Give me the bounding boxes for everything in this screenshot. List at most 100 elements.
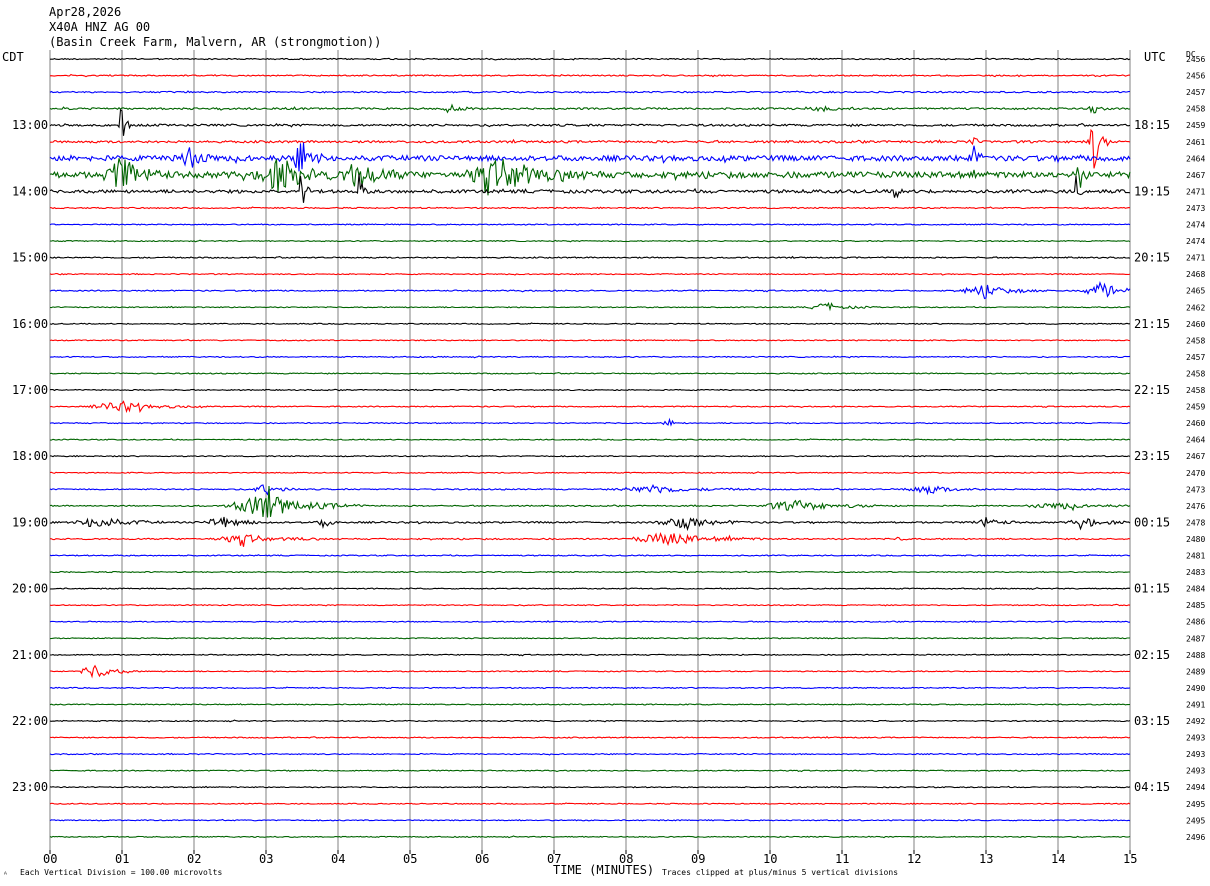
x-tick-label-09: 09: [691, 852, 705, 866]
dc-offset-40: 2491: [1186, 700, 1205, 709]
cdt-label-1600: 16:00: [12, 317, 48, 331]
header-date: Apr28,2026: [49, 5, 121, 19]
dc-offset-32: 2483: [1186, 568, 1205, 577]
x-tick-label-13: 13: [979, 852, 993, 866]
trace-17: [49, 322, 1130, 326]
dc-offset-38: 2489: [1186, 667, 1205, 676]
dc-offset-29: 2478: [1186, 518, 1205, 527]
dc-offset-45: 2494: [1186, 783, 1205, 792]
dc-offset-24: 2464: [1186, 436, 1205, 445]
trace-25: [49, 454, 1131, 458]
dc-offset-13: 2471: [1186, 254, 1205, 263]
x-tick-label-04: 04: [331, 852, 345, 866]
trace-24: [50, 438, 1131, 441]
header-station: X40A HNZ AG 00: [49, 20, 150, 34]
dc-offset-9: 2471: [1186, 187, 1205, 196]
dc-offset-34: 2485: [1186, 601, 1205, 610]
utc-label-2315: 23:15: [1134, 449, 1170, 463]
trace-20: [49, 371, 1131, 375]
dc-offset-47: 2495: [1186, 816, 1205, 825]
trace-22: [49, 400, 1131, 414]
cdt-label-1800: 18:00: [12, 449, 48, 463]
trace-10: [49, 206, 1131, 210]
dc-offset-1: 2456: [1186, 55, 1205, 64]
dc-offset-21: 2458: [1186, 386, 1205, 395]
trace-14: [49, 272, 1131, 276]
x-tick-label-00: 00: [43, 852, 57, 866]
dc-offset-23: 2460: [1186, 419, 1205, 428]
trace-35: [49, 620, 1130, 623]
dc-offset-labels: 2456 2456 2457 2458 2459 2461 2464 2467 2471 2473…: [1186, 55, 1205, 842]
trace-32: [49, 570, 1130, 574]
x-tick-label-02: 02: [187, 852, 201, 866]
trace-15: [49, 281, 1131, 300]
trace-23: [49, 417, 1131, 427]
dc-offset-25: 2467: [1186, 452, 1205, 461]
cdt-label-2300: 23:00: [12, 780, 48, 794]
dc-header: DC: [1186, 50, 1196, 59]
trace-29: [49, 516, 1131, 532]
trace-9: [49, 173, 1131, 203]
trace-6: [50, 128, 1131, 169]
x-tick-label-15: 15: [1123, 852, 1137, 866]
dc-offset-43: 2493: [1186, 750, 1205, 759]
trace-33: [49, 587, 1131, 591]
x-axis-title: TIME (MINUTES): [553, 863, 654, 877]
trace-43: [49, 752, 1131, 756]
trace-19: [49, 355, 1131, 359]
dc-offset-27: 2473: [1186, 485, 1205, 494]
x-tick-label-14: 14: [1051, 852, 1065, 866]
dc-offset-10: 2473: [1186, 204, 1205, 213]
x-tick-label-01: 01: [115, 852, 129, 866]
dc-offset-39: 2490: [1186, 684, 1205, 693]
cdt-label-1400: 14:00: [12, 184, 48, 198]
cdt-label-1300: 13:00: [12, 118, 48, 132]
trace-31: [49, 554, 1130, 557]
cdt-label-1900: 19:00: [12, 515, 48, 529]
cdt-time-labels: 13:00 14:00 15:00 16:00 17:00 18:00 19:00 20:00…: [12, 118, 48, 794]
trace-48: [49, 835, 1131, 839]
x-tick-label-06: 06: [475, 852, 489, 866]
cdt-label-2100: 21:00: [12, 648, 48, 662]
x-tick-label-10: 10: [763, 852, 777, 866]
dc-offset-46: 2495: [1186, 800, 1205, 809]
left-timezone-label: CDT: [2, 50, 24, 64]
trace-2: [49, 73, 1131, 78]
trace-4: [49, 103, 1131, 114]
trace-46: [49, 802, 1131, 805]
minute-gridlines: [49, 50, 1131, 850]
utc-label-0315: 03:15: [1134, 714, 1170, 728]
utc-label-1915: 19:15: [1134, 184, 1170, 198]
dc-offset-41: 2492: [1186, 717, 1205, 726]
dc-offset-8: 2467: [1186, 171, 1205, 180]
dc-offset-44: 2493: [1186, 767, 1205, 776]
trace-5: [49, 109, 1131, 136]
trace-28: [49, 485, 1131, 518]
cdt-label-2200: 22:00: [12, 714, 48, 728]
trace-16: [49, 301, 1131, 312]
dc-offset-33: 2484: [1186, 585, 1205, 594]
right-timezone-label: UTC: [1144, 50, 1166, 64]
dc-offset-15: 2465: [1186, 287, 1205, 296]
trace-12: [49, 239, 1131, 243]
logo-mark: ᴬ: [3, 870, 8, 879]
utc-label-2115: 21:15: [1134, 317, 1170, 331]
dc-offset-2: 2456: [1186, 72, 1205, 81]
dc-offset-22: 2459: [1186, 403, 1205, 412]
utc-label-1815: 18:15: [1134, 118, 1170, 132]
dc-offset-17: 2460: [1186, 320, 1205, 329]
dc-offset-6: 2461: [1186, 138, 1205, 147]
trace-40: [49, 703, 1131, 706]
trace-11: [49, 223, 1131, 226]
trace-group: [49, 57, 1131, 839]
dc-offset-36: 2487: [1186, 634, 1205, 643]
dc-offset-11: 2474: [1186, 221, 1205, 230]
x-tick-label-12: 12: [907, 852, 921, 866]
dc-offset-48: 2496: [1186, 833, 1205, 842]
dc-offset-5: 2459: [1186, 121, 1205, 130]
footer-clip-text: Traces clipped at plus/minus 5 vertical …: [662, 868, 898, 877]
x-tick-label-11: 11: [835, 852, 849, 866]
dc-offset-30: 2480: [1186, 535, 1205, 544]
trace-47: [49, 818, 1131, 822]
